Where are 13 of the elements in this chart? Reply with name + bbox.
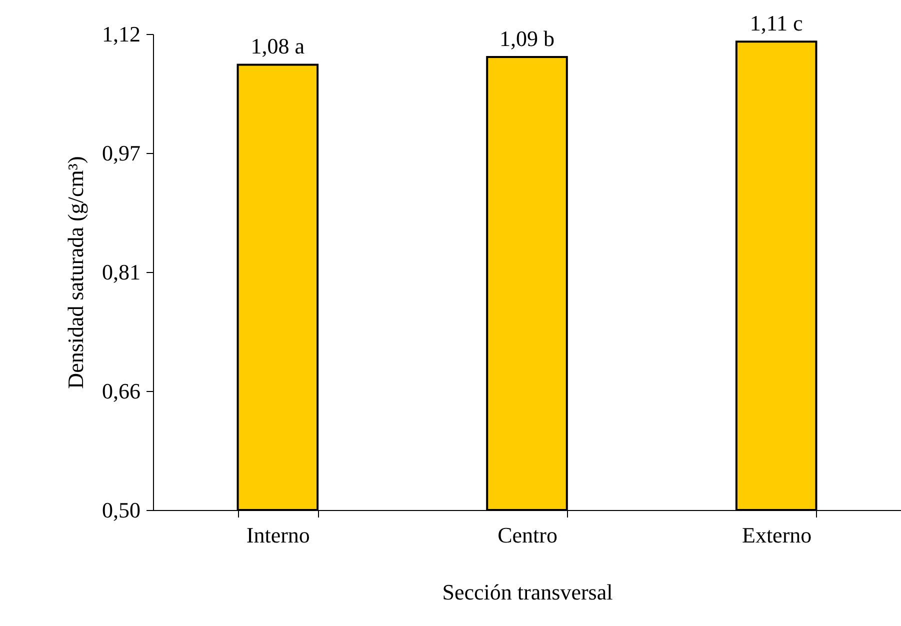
y-tick-label: 0,50 <box>102 498 140 522</box>
y-axis-title: Densidad saturada (g/cm³) <box>63 156 88 389</box>
y-tick-label: 1,12 <box>102 22 140 46</box>
x-tick-label: Centro <box>498 522 558 548</box>
data-label: 1,09 b <box>500 26 554 52</box>
data-label: 1,11 c <box>750 10 804 36</box>
x-tick-label: Interno <box>246 522 310 548</box>
y-tick-label: 0,66 <box>102 378 140 404</box>
y-tick-label: 0,97 <box>102 140 140 166</box>
x-tick-label: Externo <box>742 522 812 548</box>
y-tick-label: 0,81 <box>102 260 140 284</box>
data-label: 1,08 a <box>250 34 305 59</box>
x-axis-title: Sección transversal <box>442 580 613 604</box>
